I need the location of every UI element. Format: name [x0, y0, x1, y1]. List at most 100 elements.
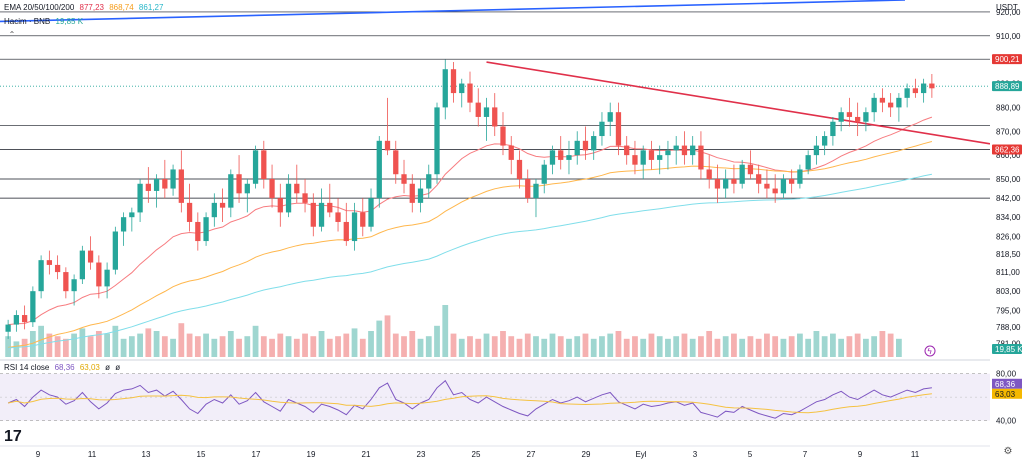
time-label: 3	[693, 450, 698, 459]
candle-body	[13, 315, 20, 325]
candle	[813, 136, 820, 165]
alert-lightning-icon	[924, 345, 936, 357]
volume-badge-bg	[992, 344, 1022, 354]
candle-body	[219, 202, 226, 208]
rsi-empty-1: ø	[105, 363, 111, 372]
volume-bar	[161, 336, 168, 357]
candle	[112, 226, 118, 275]
candle-body	[772, 188, 778, 194]
candle	[896, 93, 902, 122]
volume-bars	[5, 305, 902, 357]
candle	[310, 193, 316, 237]
collapse-legend-icon[interactable]: ⌃	[8, 30, 16, 39]
volume-bar	[153, 331, 160, 357]
candle	[772, 174, 778, 203]
candle	[129, 207, 135, 232]
rsi-ma-line	[7, 393, 932, 414]
level-900-badge: 900,21	[992, 54, 1022, 65]
volume-bar	[648, 333, 655, 357]
settings-gear-icon[interactable]: ⚙	[1003, 446, 1013, 457]
candle-body	[153, 179, 160, 191]
candle-body	[516, 159, 523, 179]
candle	[714, 164, 721, 203]
candle-body	[417, 188, 424, 203]
candle	[723, 169, 729, 199]
volume-bar	[483, 333, 490, 357]
candle-body	[657, 155, 663, 160]
volume-bar	[87, 336, 94, 357]
candle-body	[591, 136, 597, 151]
volume-bar	[549, 333, 556, 357]
price-axis[interactable]: USDT920,00910,00900,00890,00880,00870,00…	[924, 0, 1024, 462]
candle-body	[607, 112, 613, 122]
volume-bar	[887, 333, 894, 357]
time-label: 7	[803, 450, 808, 459]
volume-bar	[104, 333, 110, 357]
rsi-line	[7, 379, 932, 419]
candle	[846, 97, 853, 127]
ema100-line	[8, 173, 933, 349]
candle	[409, 174, 415, 213]
volume-bar	[368, 331, 374, 357]
price-tick-label: 795,00	[996, 306, 1021, 315]
candle	[401, 159, 407, 194]
candle-body	[343, 221, 349, 242]
volume-bar	[62, 338, 69, 357]
volume-bar	[434, 325, 440, 357]
volume-bar	[335, 336, 341, 357]
rsi-legend[interactable]: RSI 14 close 68,36 63,03 ø ø	[4, 363, 123, 372]
candle-body	[376, 140, 382, 199]
volume-badge-text: 19,85 K	[995, 345, 1023, 354]
candle-body	[492, 107, 498, 127]
candle-body	[665, 150, 671, 156]
volume-bar	[797, 333, 803, 357]
candle	[417, 179, 424, 213]
volume-bar	[747, 336, 754, 357]
candle	[607, 102, 613, 137]
volume-bar	[120, 338, 127, 357]
candle	[186, 183, 193, 232]
time-label: 9	[36, 450, 41, 459]
candle	[929, 73, 935, 98]
ema-legend-label: EMA 20/50/100/200	[4, 3, 75, 12]
volume-bar	[706, 331, 713, 357]
candle	[244, 179, 250, 213]
candle-body	[96, 262, 102, 287]
candle	[434, 102, 440, 184]
volume-legend[interactable]: Hacim · BNB 19,85 K	[4, 17, 86, 26]
volume-bar	[788, 336, 795, 357]
volume-bar	[846, 336, 853, 357]
ema-legend[interactable]: EMA 20/50/100/200 877,23 868,74 861,27	[4, 3, 166, 12]
rsi-badge-bg	[992, 378, 1022, 389]
rsi-tick-40: 40,00	[996, 417, 1017, 426]
candle	[318, 188, 325, 232]
candle-body	[195, 221, 201, 242]
volume-bar	[863, 338, 869, 357]
trendlines[interactable]	[0, 0, 991, 145]
candle	[904, 83, 910, 108]
tradingview-logo-icon[interactable]: 17	[4, 428, 22, 445]
candle-body	[822, 136, 828, 146]
time-axis[interactable]: 9 11 13 15 17 19 21 23 25 27 29 Eyl 3 5 7 9 11	[0, 445, 990, 459]
candle-body	[838, 112, 844, 122]
candle-body	[739, 164, 745, 184]
candle-body	[87, 250, 94, 263]
candle	[731, 164, 737, 194]
candle-body	[632, 155, 638, 165]
volume-bar	[871, 336, 878, 357]
candle-body	[871, 97, 877, 113]
time-label: 13	[142, 450, 151, 459]
volume-bar	[467, 336, 473, 357]
volume-bar	[194, 336, 201, 357]
volume-bar	[673, 336, 680, 357]
volume-bar	[541, 338, 548, 357]
volume-bar	[615, 331, 622, 357]
candle	[137, 179, 143, 222]
candle	[780, 174, 787, 199]
candle	[335, 198, 341, 232]
candle-body	[475, 102, 481, 117]
current-price-badge-bg	[992, 81, 1022, 92]
candle-body	[500, 126, 506, 146]
volume-bar	[211, 338, 218, 357]
